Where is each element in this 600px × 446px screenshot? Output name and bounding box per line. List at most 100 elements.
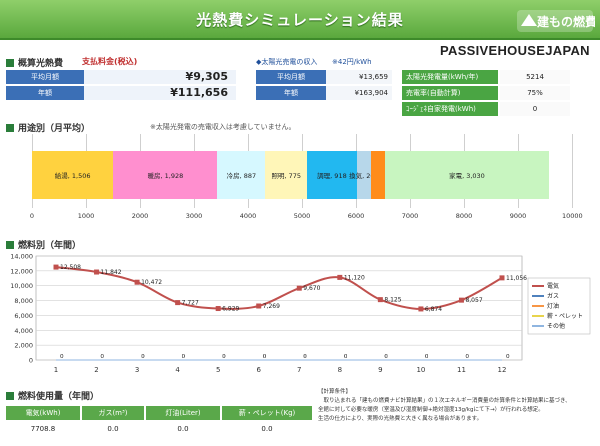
- data-label: 0: [141, 354, 145, 360]
- solar-annual-label: 年額: [256, 86, 326, 100]
- data-label: 0: [222, 354, 226, 360]
- data-label: 0: [182, 354, 186, 360]
- x-tick-label: 4000: [239, 212, 257, 220]
- y-tick-label: 2,000: [14, 342, 33, 350]
- x-tick-label: 1: [54, 366, 58, 374]
- x-tick-label: 12: [498, 366, 507, 374]
- monthly-value: ¥9,305: [84, 70, 236, 84]
- data-label: 11,842: [101, 269, 122, 276]
- fuel-table-header: 薪・ペレット(Kg): [222, 406, 312, 420]
- data-label: 0: [303, 354, 307, 360]
- data-point: [418, 306, 424, 312]
- x-tick-label: 0: [29, 212, 35, 220]
- data-label: 0: [263, 354, 267, 360]
- bar-segment: 給湯, 1,506: [32, 151, 114, 199]
- y-tick-label: 14,000: [10, 253, 33, 261]
- data-point: [377, 297, 383, 303]
- data-point: [458, 297, 464, 303]
- data-label: 0: [425, 354, 429, 360]
- data-label: 0: [344, 354, 348, 360]
- pay-header: 支払料金(税込): [82, 57, 138, 66]
- x-tick-label: 5000: [293, 212, 311, 220]
- data-point: [134, 279, 140, 285]
- data-label: 0: [465, 354, 469, 360]
- plot-area: [35, 255, 523, 361]
- x-tick-label: 10000: [562, 212, 583, 220]
- fuel-table-cell: 0.0: [222, 422, 312, 436]
- legend-label: 薪・ペレット: [547, 312, 583, 320]
- data-label: 0: [101, 354, 105, 360]
- x-tick-label: 7: [297, 366, 301, 374]
- data-label: 0: [303, 354, 307, 360]
- data-point: [53, 264, 59, 270]
- annual-label: 年額: [6, 86, 84, 100]
- y-tick-label: 6,000: [14, 312, 33, 320]
- fuel-table-header: 電気(kWh): [6, 406, 80, 420]
- data-label: 0: [263, 354, 267, 360]
- section-square-icon: [6, 124, 14, 132]
- calculation-notes: 【計算条件】 取り込まれる「建もの燃費ナビ計算結果」の１次エネルギー消費量の計算…: [318, 388, 598, 424]
- title-bar: [0, 0, 600, 40]
- data-label: 0: [101, 354, 105, 360]
- data-label: 0: [182, 354, 186, 360]
- y-tick-label: 8,000: [14, 297, 33, 305]
- data-label: 7,269: [263, 303, 280, 310]
- data-label: 0: [465, 354, 469, 360]
- data-label: 0: [425, 354, 429, 360]
- solar-stat-label: ｺｰｼﾞｪﾈ自家発電(kWh): [402, 102, 498, 116]
- bar-segment: 冷房, 887: [217, 151, 266, 199]
- y-tick-label: 4,000: [14, 327, 33, 335]
- data-label: 9,670: [303, 285, 320, 292]
- x-tick-label: 2: [94, 366, 98, 374]
- y-tick-label: 10,000: [10, 282, 33, 290]
- fuel-table-cell: 0.0: [146, 422, 220, 436]
- data-label: 10,472: [141, 279, 162, 286]
- data-label: 6,874: [425, 306, 442, 313]
- data-label: 0: [384, 354, 388, 360]
- x-tick-label: 3000: [185, 212, 203, 220]
- section-square-icon: [6, 241, 14, 249]
- data-point: [337, 274, 343, 280]
- data-label: 0: [303, 354, 307, 360]
- solar-income-header: ◆太陽光売電の収入: [256, 58, 318, 66]
- fuel-table-header: 灯油(Liter): [146, 406, 220, 420]
- fuel-usage-section-label: 燃料使用量（年間）: [6, 389, 99, 402]
- brand-logo: 建もの燃費ナビ: [515, 4, 600, 36]
- legend-label: ガス: [547, 292, 559, 300]
- solar-stat-label: 太陽光発電量(kWh/年): [402, 70, 498, 84]
- note-line: 取り込まれる「建もの燃費ナビ計算結果」の１次エネルギー消費量の計算条件と計算結果…: [318, 398, 571, 404]
- x-tick-label: 4: [175, 366, 180, 374]
- x-tick-label: 8: [338, 366, 342, 374]
- x-tick-label: 7000: [401, 212, 419, 220]
- data-label: 0: [141, 354, 145, 360]
- solar-rate: ※42円/kWh: [332, 58, 372, 66]
- fuel-chart-section-label: 燃料別（年間）: [6, 238, 81, 251]
- solar-stat-value: 75%: [500, 86, 570, 100]
- fuel-line-chart: 0 2,000 4,000 6,000 8,000 10,000 12,000 14,000 1…: [4, 250, 596, 380]
- gridline: [572, 134, 573, 208]
- data-label: 0: [141, 354, 145, 360]
- data-label: 0: [384, 354, 388, 360]
- data-label: 0: [222, 354, 226, 360]
- data-label: 0: [384, 354, 388, 360]
- data-label: 6,929: [222, 306, 239, 313]
- note-line: 全館に対して必要な暖房（室温及び湿度制御+絶対湿度13g/kgにて下→）が行われ…: [318, 407, 544, 413]
- legend-label: 灯油: [547, 302, 559, 310]
- solar-annual-value: ¥163,904: [326, 86, 392, 100]
- x-tick-label: 5: [216, 366, 220, 374]
- bar-segment: 換気, 263: [349, 151, 379, 199]
- usage-section-label: 用途別（月平均）: [6, 121, 90, 134]
- data-label: 0: [60, 354, 64, 360]
- data-point: [296, 285, 302, 291]
- fuel-table-header: ガス(m³): [82, 406, 144, 420]
- note-line: 【計算条件】: [318, 389, 352, 395]
- x-tick-label: 1000: [77, 212, 95, 220]
- x-tick-label: 6000: [347, 212, 365, 220]
- solar-stat-value: 5214: [500, 70, 570, 84]
- bar-segment: 暖房, 1,928: [113, 151, 218, 199]
- data-label: 0: [303, 354, 307, 360]
- summary-section-label: 概算光熱費: [6, 56, 63, 69]
- data-label: 0: [141, 354, 145, 360]
- y-tick-label: 12,000: [10, 267, 33, 275]
- data-label: 8,125: [384, 297, 401, 304]
